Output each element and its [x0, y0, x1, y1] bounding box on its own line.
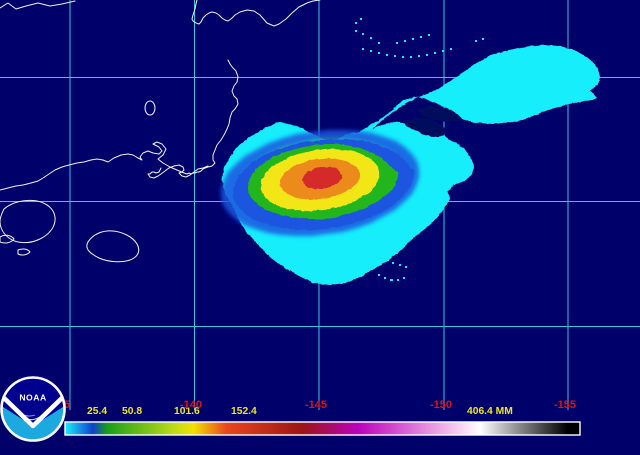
svg-text:406.4 MM: 406.4 MM: [467, 406, 513, 417]
svg-text:25.4: 25.4: [87, 406, 107, 417]
svg-text:-140: -140: [180, 399, 202, 411]
svg-text:50.8: 50.8: [122, 406, 142, 417]
svg-text:-155: -155: [554, 399, 576, 411]
svg-text:NOAA: NOAA: [19, 393, 46, 403]
svg-text:-150: -150: [430, 399, 452, 411]
svg-text:-145: -145: [305, 399, 327, 411]
svg-text:152.4: 152.4: [231, 406, 257, 417]
